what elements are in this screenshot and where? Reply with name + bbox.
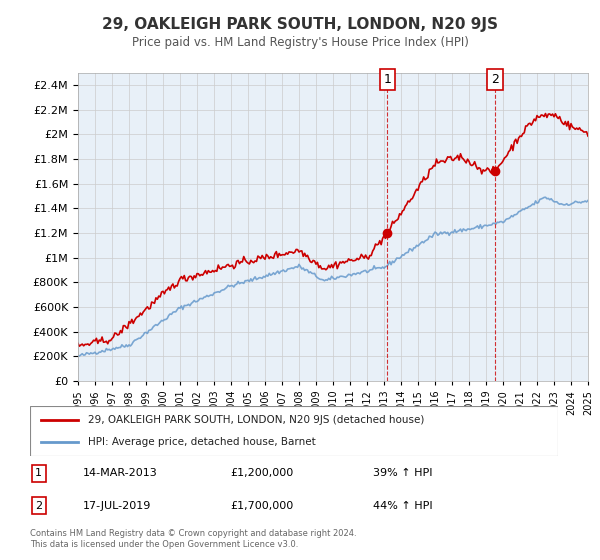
Text: £1,700,000: £1,700,000 [230,501,294,511]
Text: 2: 2 [491,73,499,86]
Text: 2: 2 [35,501,43,511]
Text: Contains HM Land Registry data © Crown copyright and database right 2024.
This d: Contains HM Land Registry data © Crown c… [30,529,356,549]
Text: £1,200,000: £1,200,000 [230,468,294,478]
Text: 39% ↑ HPI: 39% ↑ HPI [373,468,433,478]
Text: 1: 1 [35,468,42,478]
Text: 29, OAKLEIGH PARK SOUTH, LONDON, N20 9JS (detached house): 29, OAKLEIGH PARK SOUTH, LONDON, N20 9JS… [88,415,424,425]
Text: Price paid vs. HM Land Registry's House Price Index (HPI): Price paid vs. HM Land Registry's House … [131,36,469,49]
Text: 29, OAKLEIGH PARK SOUTH, LONDON, N20 9JS: 29, OAKLEIGH PARK SOUTH, LONDON, N20 9JS [102,17,498,32]
Text: 1: 1 [383,73,391,86]
Text: HPI: Average price, detached house, Barnet: HPI: Average price, detached house, Barn… [88,437,316,447]
Text: 17-JUL-2019: 17-JUL-2019 [83,501,151,511]
Text: 44% ↑ HPI: 44% ↑ HPI [373,501,433,511]
Text: 14-MAR-2013: 14-MAR-2013 [83,468,158,478]
FancyBboxPatch shape [30,406,558,456]
